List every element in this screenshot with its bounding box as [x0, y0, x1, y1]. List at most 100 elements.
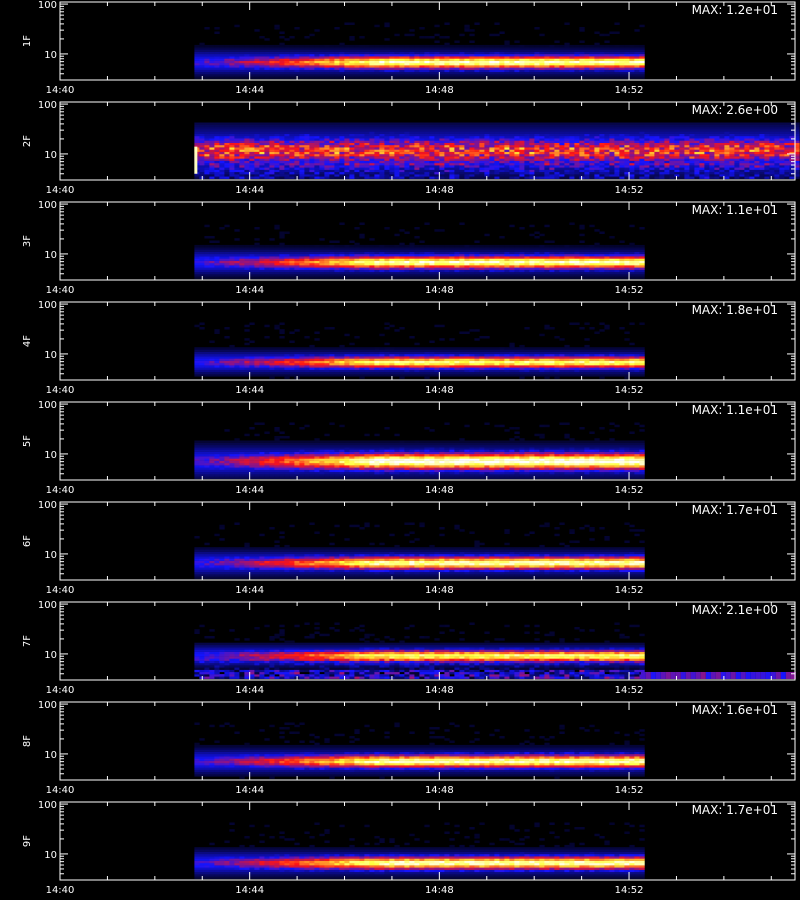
heatmap-cell [494, 140, 500, 143]
heatmap-cell [594, 53, 600, 57]
heatmap-cell [584, 156, 590, 159]
heatmap-cell [209, 265, 215, 268]
heatmap-cell [569, 147, 575, 150]
heatmap-cell [264, 267, 270, 270]
heatmap-cell [399, 65, 405, 68]
heatmap-cell [384, 151, 390, 155]
heatmap-cell [284, 131, 290, 134]
heatmap-cell [219, 144, 225, 148]
heatmap-cell [254, 171, 260, 175]
heatmap-cell [679, 140, 685, 143]
heatmap-cell [484, 149, 490, 152]
heatmap-cell [379, 124, 385, 128]
heatmap-cell [344, 153, 350, 157]
heatmap-cell [614, 62, 620, 66]
heatmap-cell [584, 144, 590, 148]
heatmap-cell [349, 69, 355, 73]
heatmap-cell [459, 169, 465, 173]
heatmap-cell [584, 169, 590, 173]
heatmap-cell [294, 138, 300, 141]
heatmap-cell [714, 129, 720, 132]
heatmap-cell [539, 67, 545, 70]
heatmap-cell [294, 65, 300, 68]
heatmap-cell [784, 169, 790, 173]
heatmap-cell [739, 156, 745, 159]
heatmap-cell [414, 138, 420, 141]
heatmap-cell [204, 71, 210, 75]
heatmap-cell [629, 51, 635, 55]
heatmap-cell [674, 140, 680, 143]
heatmap-cell [494, 49, 500, 52]
heatmap-cell [704, 176, 710, 179]
heatmap-cell [279, 74, 285, 77]
heatmap-cell [289, 56, 295, 59]
heatmap-cell [194, 265, 200, 268]
heatmap-cell [299, 176, 305, 179]
heatmap-cell [284, 231, 290, 234]
heatmap-cell [429, 69, 435, 73]
heatmap-cell [209, 176, 215, 179]
heatmap-cell [309, 142, 315, 146]
heatmap-cell [529, 69, 535, 73]
heatmap-cell [689, 165, 695, 168]
heatmap-cell [379, 142, 385, 146]
heatmap-cell [439, 156, 445, 159]
heatmap-cell [249, 160, 255, 164]
heatmap-cell [614, 122, 620, 125]
heatmap-cell [344, 22, 350, 25]
heatmap-cell [414, 53, 420, 57]
heatmap-cell [659, 151, 665, 155]
heatmap-cell [459, 162, 465, 166]
heatmap-cell [609, 51, 615, 55]
heatmap-cell [674, 124, 680, 128]
heatmap-cell [274, 60, 280, 64]
heatmap-cell [434, 176, 440, 179]
heatmap-cell [569, 160, 575, 164]
heatmap-cell [679, 176, 685, 179]
heatmap-cell [674, 136, 680, 139]
heatmap-cell [459, 47, 465, 50]
heatmap-cell [549, 51, 555, 55]
heatmap-cell [299, 62, 305, 66]
heatmap-cell [284, 147, 290, 150]
heatmap-cell [444, 171, 450, 175]
heatmap-cell [579, 162, 585, 166]
heatmap-cell [274, 167, 280, 170]
heatmap-cell [729, 131, 735, 134]
heatmap-cell [474, 136, 480, 139]
heatmap-cell [374, 74, 380, 77]
heatmap-cell [779, 142, 785, 146]
heatmap-cell [549, 174, 555, 177]
heatmap-cell [719, 162, 725, 166]
heatmap-cell [299, 160, 305, 164]
heatmap-cell [789, 138, 795, 141]
heatmap-cell [579, 131, 585, 134]
heatmap-cell [259, 36, 265, 39]
heatmap-cell [504, 47, 510, 50]
heatmap-cell [209, 133, 215, 137]
heatmap-cell [774, 142, 780, 146]
heatmap-cell [709, 162, 715, 166]
heatmap-cell [309, 62, 315, 66]
heatmap-cell [754, 169, 760, 173]
heatmap-cell [374, 162, 380, 166]
heatmap-cell [779, 133, 785, 137]
heatmap-cell [194, 144, 200, 148]
heatmap-cell [309, 253, 315, 257]
heatmap-cell [624, 160, 630, 164]
heatmap-cell [729, 140, 735, 143]
heatmap-cell [279, 49, 285, 52]
heatmap-cell [384, 133, 390, 137]
heatmap-cell [654, 165, 660, 168]
heatmap-cell [259, 176, 265, 179]
heatmap-cell [564, 158, 570, 161]
heatmap-cell [609, 65, 615, 68]
heatmap-cell [624, 58, 630, 61]
heatmap-cell [244, 171, 250, 175]
heatmap-cell [249, 251, 255, 255]
heatmap-cell [489, 171, 495, 175]
heatmap-cell [649, 153, 655, 157]
heatmap-cell [244, 69, 250, 73]
heatmap-cell [519, 176, 525, 179]
heatmap-cell [569, 62, 575, 66]
